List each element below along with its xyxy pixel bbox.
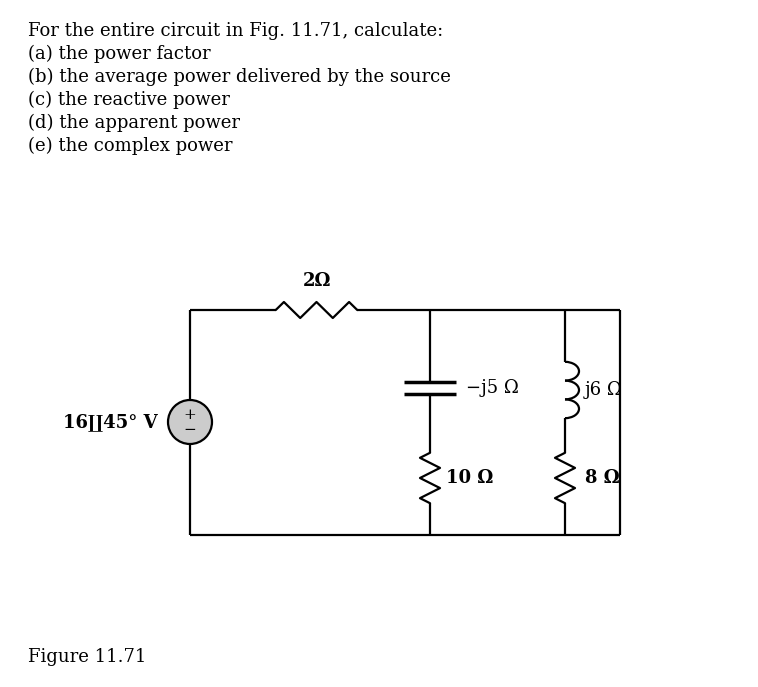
Text: For the entire circuit in Fig. 11.71, calculate:: For the entire circuit in Fig. 11.71, ca… — [28, 22, 443, 40]
Text: −: − — [183, 423, 196, 437]
Text: (a) the power factor: (a) the power factor — [28, 45, 211, 63]
Text: (c) the reactive power: (c) the reactive power — [28, 91, 230, 109]
Text: +: + — [183, 408, 196, 422]
Text: j6 Ω: j6 Ω — [585, 381, 623, 399]
Text: 8 Ω: 8 Ω — [585, 469, 619, 487]
Text: (e) the complex power: (e) the complex power — [28, 137, 233, 155]
Text: 10 Ω: 10 Ω — [446, 469, 493, 487]
Text: 16∐45° V: 16∐45° V — [64, 413, 158, 431]
Text: Figure 11.71: Figure 11.71 — [28, 648, 146, 666]
Text: (b) the average power delivered by the source: (b) the average power delivered by the s… — [28, 68, 451, 87]
Text: (d) the apparent power: (d) the apparent power — [28, 114, 240, 133]
Text: 2Ω: 2Ω — [302, 272, 330, 290]
Text: −j5 Ω: −j5 Ω — [466, 379, 519, 397]
Circle shape — [168, 400, 212, 444]
